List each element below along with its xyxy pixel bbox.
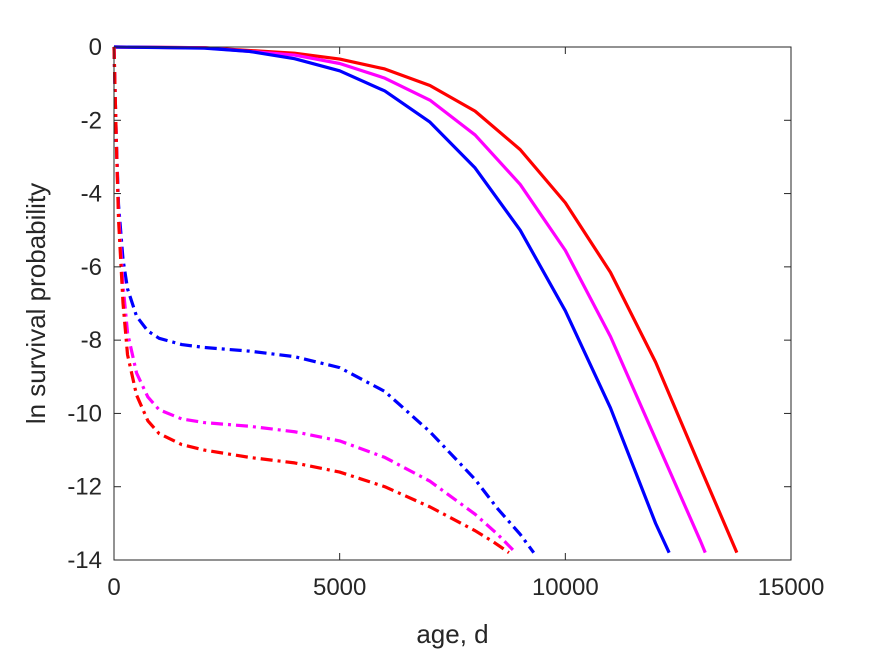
x-tick-label: 0 [107, 574, 120, 601]
y-axis-label: ln survival probability [21, 183, 51, 424]
x-tick-label: 15000 [758, 574, 825, 601]
y-tick-label: -10 [67, 400, 102, 427]
y-tick-label: -2 [81, 107, 102, 134]
plot-frame [113, 46, 792, 561]
y-tick-label: -8 [81, 327, 102, 354]
y-tick-label: 0 [89, 34, 102, 61]
x-axis-label: age, d [416, 619, 488, 649]
series-layer [112, 45, 739, 554]
ticks-layer: 0 5000 10000 15000 0 -2 -4 -6 -8 -10 -12 -14 [67, 34, 824, 601]
y-tick-label: -6 [81, 254, 102, 281]
y-tick-label: -12 [67, 474, 102, 501]
y-tick-label: -4 [81, 181, 102, 208]
series-line-1 [113, 45, 739, 554]
y-tick-label: -14 [67, 547, 102, 574]
x-tick-label: 10000 [532, 574, 599, 601]
x-tick-label: 5000 [313, 574, 366, 601]
series-line-6 [112, 46, 510, 554]
series-line-3 [113, 45, 671, 554]
series-line-2 [113, 45, 707, 554]
